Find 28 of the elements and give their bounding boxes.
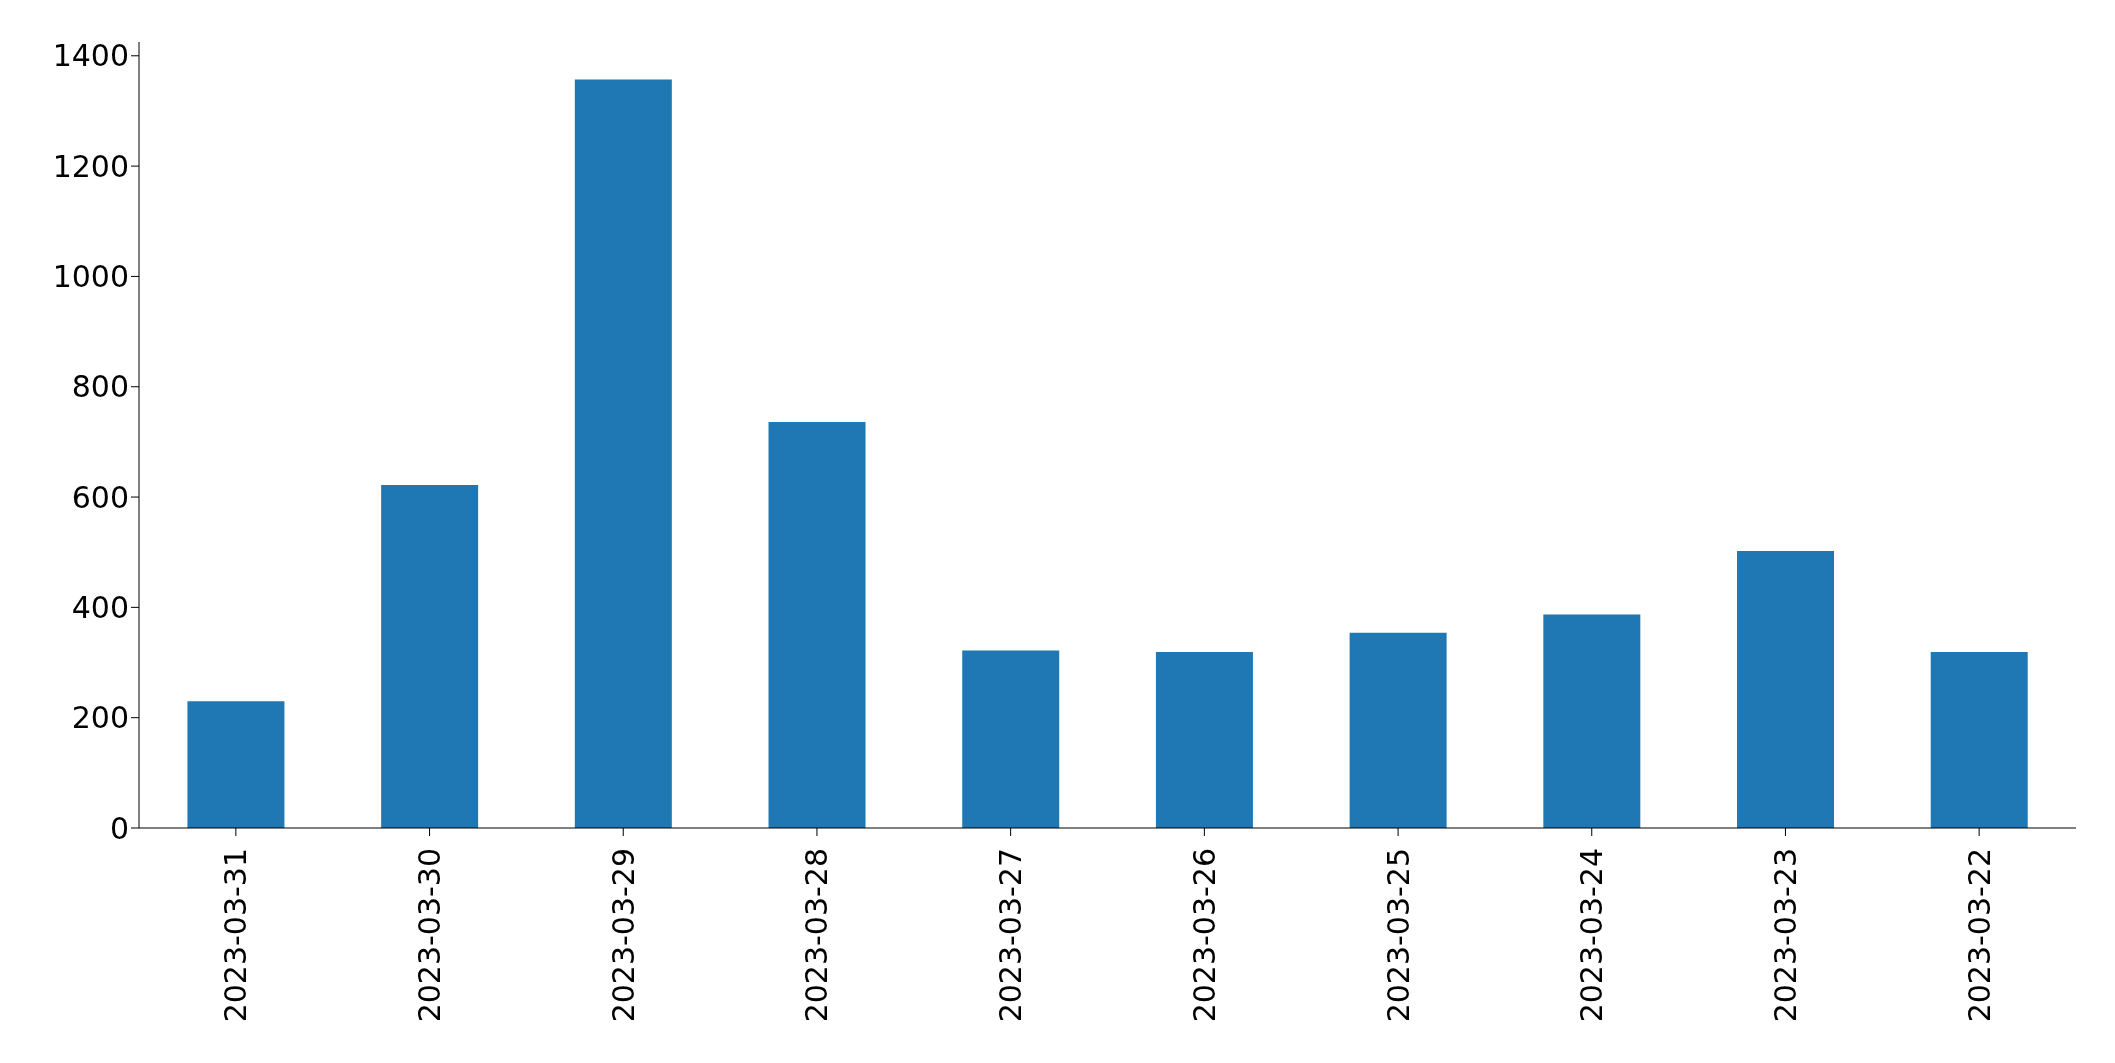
x-tick-label: 2023-03-24 [1574, 848, 1610, 1023]
x-tick-label: 2023-03-28 [799, 848, 835, 1023]
bar [1349, 632, 1447, 828]
bar [187, 701, 285, 828]
x-tick-label: 2023-03-23 [1767, 848, 1803, 1023]
x-tick-label: 2023-03-27 [993, 848, 1029, 1023]
x-tick-label: 2023-03-26 [1186, 848, 1222, 1023]
y-tick-label: 200 [71, 700, 129, 736]
bar [1737, 551, 1835, 828]
y-tick-label: 0 [109, 810, 129, 846]
x-tick-label: 2023-03-29 [605, 848, 641, 1023]
y-tick-label: 1200 [52, 148, 129, 184]
bar [381, 484, 479, 828]
bar [962, 650, 1060, 828]
bar [574, 79, 672, 828]
y-tick-label: 1400 [52, 38, 129, 74]
x-tick-label: 2023-03-25 [1380, 848, 1416, 1023]
y-tick-label: 600 [71, 479, 129, 515]
y-tick-label: 1000 [52, 259, 129, 295]
bar [1543, 614, 1641, 828]
x-tick-label: 2023-03-31 [218, 848, 254, 1023]
bar [768, 422, 866, 828]
y-tick-label: 400 [71, 590, 129, 626]
x-tick-label: 2023-03-22 [1961, 848, 1997, 1023]
x-tick-label: 2023-03-30 [412, 848, 448, 1023]
bar [1930, 652, 2028, 828]
y-tick-label: 800 [71, 369, 129, 405]
bar [1155, 652, 1253, 828]
